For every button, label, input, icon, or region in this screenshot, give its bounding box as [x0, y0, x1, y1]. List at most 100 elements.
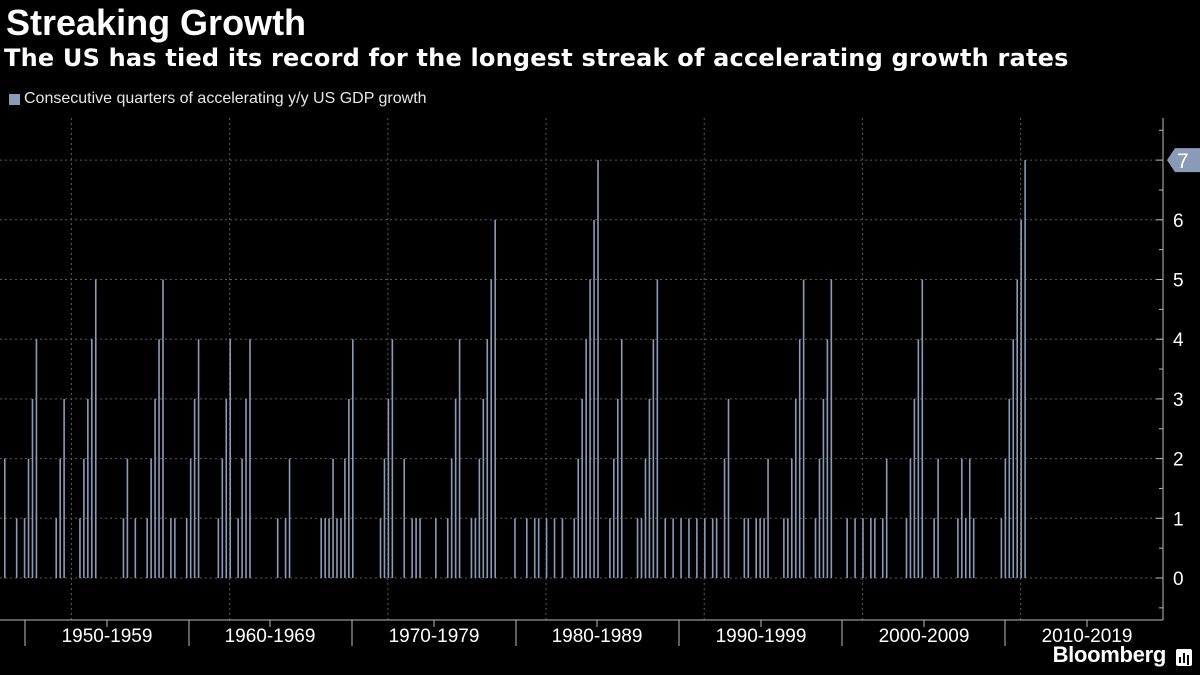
bar [636, 518, 639, 578]
bar [336, 518, 338, 578]
bar [59, 458, 61, 578]
bar [391, 339, 394, 578]
bar [170, 518, 172, 578]
bar [126, 458, 129, 578]
bar [972, 518, 975, 578]
bar [162, 279, 164, 578]
bar [585, 339, 587, 578]
bar [23, 518, 26, 578]
bar [486, 339, 489, 578]
bar [446, 518, 449, 578]
bar [344, 458, 346, 578]
bar [917, 339, 920, 578]
bar [27, 458, 30, 578]
bar [1012, 339, 1015, 578]
bar [134, 518, 137, 578]
bar [490, 279, 493, 578]
bar [870, 518, 872, 578]
bar [474, 518, 477, 578]
bar [727, 398, 730, 578]
bar [644, 458, 647, 578]
bar [458, 339, 461, 578]
bar [830, 279, 833, 578]
bar [197, 339, 200, 578]
chart-subtitle: The US has tied its record for the longe… [4, 44, 1069, 72]
bar [787, 518, 789, 578]
bar [905, 518, 908, 578]
bar [189, 458, 192, 578]
bar [909, 458, 912, 578]
y-tick-label: 3 [1173, 390, 1184, 411]
bar [794, 398, 797, 578]
bar [961, 458, 963, 578]
bar [767, 458, 769, 578]
last-value-callout [1167, 148, 1200, 173]
bar [419, 518, 421, 578]
bar [913, 398, 916, 578]
bar [968, 458, 971, 578]
x-tick-label: 2000-2009 [879, 626, 970, 647]
bar [229, 339, 232, 578]
bar [87, 398, 89, 578]
bar [783, 518, 785, 578]
bar [802, 279, 805, 578]
bar [921, 279, 924, 578]
bar [743, 518, 746, 578]
bar [494, 219, 496, 579]
bar [403, 458, 406, 578]
bar [826, 339, 829, 578]
bloomberg-logo: Bloomberg [1052, 642, 1167, 667]
bar [478, 458, 481, 578]
bar [537, 518, 540, 578]
bar [4, 458, 6, 578]
bar [854, 518, 856, 578]
bar [320, 518, 322, 578]
bar [415, 518, 417, 578]
bar [553, 518, 556, 578]
bar [284, 518, 287, 578]
bar [723, 458, 726, 578]
bar [874, 518, 876, 578]
bar [747, 518, 750, 578]
bar [154, 398, 156, 578]
bar [818, 458, 821, 578]
bar [711, 518, 714, 578]
bar [63, 398, 65, 578]
bar [221, 458, 224, 578]
bar [577, 458, 580, 578]
bar [31, 398, 34, 578]
bar [245, 398, 247, 578]
bar [589, 279, 591, 578]
bar [225, 398, 228, 578]
bar [348, 398, 350, 578]
bar [957, 518, 959, 578]
bar [79, 518, 81, 578]
bar [217, 518, 220, 578]
bar [881, 518, 884, 578]
bar [581, 398, 583, 578]
bar [35, 339, 38, 578]
bar [352, 339, 354, 578]
bar [1016, 279, 1019, 578]
bar [715, 518, 718, 578]
bar [822, 398, 825, 578]
bar [680, 518, 682, 578]
bloomberg-chart-icon [1176, 649, 1192, 666]
bar [241, 458, 243, 578]
bar [937, 458, 939, 578]
bar [964, 518, 967, 578]
bar [798, 339, 801, 578]
bar [790, 458, 793, 578]
x-tick-label: 1960-1969 [225, 626, 316, 647]
bar [688, 518, 690, 578]
x-tick-label: 1990-1999 [716, 626, 807, 647]
bar [652, 339, 655, 578]
bar [755, 518, 757, 578]
bar [620, 339, 623, 578]
bar [933, 518, 935, 578]
bar [454, 398, 457, 578]
bar [597, 160, 599, 578]
y-tick-label: 0 [1173, 569, 1184, 590]
x-tick-label: 1970-1979 [389, 626, 480, 647]
bar [533, 518, 536, 578]
